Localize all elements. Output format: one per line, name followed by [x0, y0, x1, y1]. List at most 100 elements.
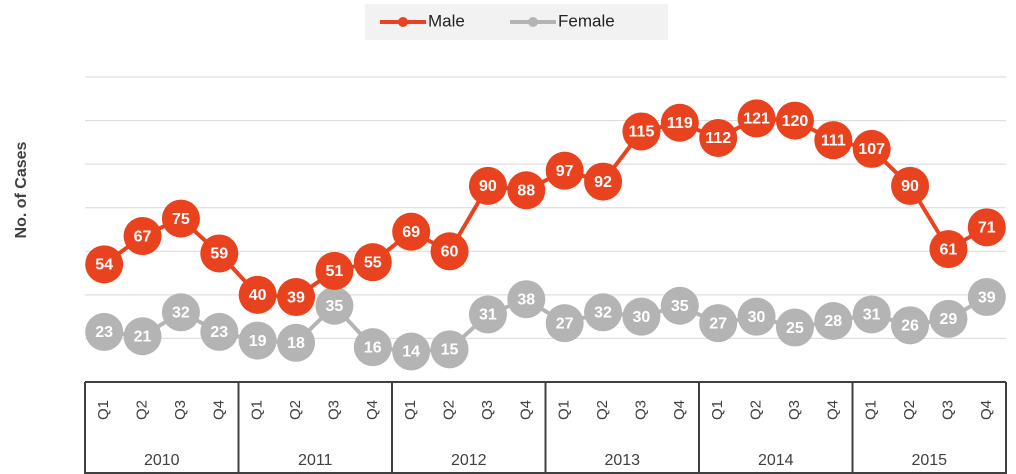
x-tick-label: Q2: [748, 400, 765, 420]
data-label: 29: [940, 311, 958, 328]
point: [660, 103, 699, 142]
x-tick-label: Q3: [479, 400, 496, 420]
data-label: 90: [479, 178, 497, 195]
data-label: 21: [134, 328, 152, 345]
point: [622, 112, 661, 151]
point: [315, 251, 354, 290]
data-label: 115: [629, 124, 655, 141]
data-label: 32: [594, 305, 612, 322]
data-label: 40: [249, 287, 267, 304]
x-tick-label: Q1: [249, 400, 266, 420]
data-label: 14: [402, 344, 420, 361]
point: [430, 232, 469, 271]
legend-label: Female: [558, 11, 615, 30]
point: [161, 293, 200, 332]
point: [468, 166, 507, 205]
data-label: 107: [858, 141, 885, 158]
data-label: 18: [287, 335, 305, 352]
point: [622, 297, 661, 336]
data-label: 120: [782, 113, 809, 130]
point: [161, 199, 200, 238]
data-label: 32: [172, 305, 190, 322]
x-tick-label: Q1: [863, 400, 880, 420]
x-tick-label: Q1: [709, 400, 726, 420]
legend-marker: [528, 17, 538, 27]
data-label: 88: [517, 183, 535, 200]
data-label: 23: [210, 324, 228, 341]
data-label: 75: [172, 211, 190, 228]
data-label: 112: [705, 130, 731, 147]
data-label: 30: [748, 309, 766, 326]
x-tick-label: Q2: [594, 400, 611, 420]
x-tick-label: Q3: [632, 400, 649, 420]
data-label: 90: [901, 178, 919, 195]
group-label: 2011: [298, 452, 333, 469]
x-tick-label: Q2: [901, 400, 918, 420]
data-label: 69: [402, 224, 420, 241]
x-tick-label: Q4: [978, 400, 995, 420]
point: [238, 321, 277, 360]
data-label: 26: [901, 318, 919, 335]
point: [85, 312, 124, 351]
legend-marker: [398, 17, 408, 27]
data-label: 27: [556, 315, 574, 332]
group-label: 2012: [451, 452, 487, 469]
point: [929, 299, 968, 338]
group-label: 2015: [911, 452, 947, 469]
point: [775, 308, 814, 347]
data-label: 119: [667, 115, 693, 132]
point: [814, 121, 853, 160]
point: [277, 323, 316, 362]
x-tick-label: Q2: [134, 400, 151, 420]
x-tick-label: Q3: [172, 400, 189, 420]
point: [891, 166, 930, 205]
point: [584, 293, 623, 332]
data-label: 31: [863, 307, 881, 324]
x-tick-label: Q3: [786, 400, 803, 420]
point: [852, 129, 891, 168]
group-label: 2014: [758, 452, 794, 469]
data-label: 59: [210, 246, 228, 263]
x-tick-label: Q4: [210, 400, 227, 420]
point: [891, 306, 930, 345]
data-label: 28: [824, 313, 842, 330]
point: [545, 151, 584, 190]
point: [775, 101, 814, 140]
point: [814, 302, 853, 340]
data-label: 67: [134, 228, 152, 245]
data-label: 97: [556, 163, 574, 180]
data-label: 35: [671, 298, 689, 315]
point: [315, 286, 354, 325]
point: [507, 171, 546, 210]
x-tick-label: Q1: [556, 400, 573, 420]
data-label: 92: [594, 174, 612, 191]
x-tick-label: Q4: [517, 400, 534, 420]
point: [507, 280, 546, 319]
x-tick-label: Q4: [824, 400, 841, 420]
point: [392, 212, 431, 251]
point: [430, 330, 469, 369]
point: [699, 304, 738, 343]
x-tick-label: Q3: [325, 400, 342, 420]
x-tick-label: Q1: [402, 400, 419, 420]
x-tick-label: Q4: [671, 400, 688, 420]
data-label: 71: [978, 220, 996, 237]
data-label: 51: [326, 263, 344, 280]
data-label: 39: [978, 289, 996, 306]
x-tick-label: Q4: [364, 400, 381, 420]
data-label: 121: [743, 111, 770, 128]
point: [468, 295, 507, 334]
data-label: 15: [441, 342, 459, 359]
group-label: 2013: [604, 452, 640, 469]
data-label: 55: [364, 254, 382, 271]
data-label: 35: [326, 298, 344, 315]
point: [200, 234, 239, 273]
point: [353, 328, 392, 367]
point: [967, 278, 1006, 317]
data-label: 25: [786, 320, 804, 337]
point: [929, 230, 968, 269]
x-tick-label: Q2: [287, 400, 304, 420]
data-label: 54: [95, 257, 113, 274]
data-label: 27: [709, 315, 727, 332]
